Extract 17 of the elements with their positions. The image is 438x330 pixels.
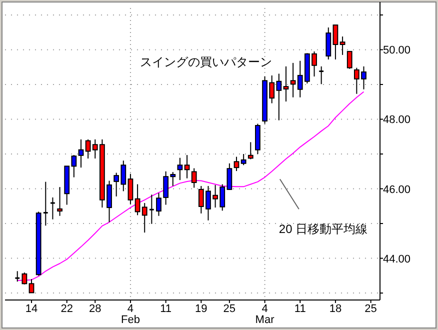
annotation: スイングの買いパターン — [140, 55, 272, 69]
x-tick-label: 11 — [294, 303, 306, 315]
x-tick-label: 18 — [329, 303, 342, 315]
x-tick-label: 4 Mar — [255, 303, 275, 326]
text: 20 日移動平均線 — [278, 222, 368, 236]
y-tick-label: 50.00 — [383, 44, 411, 57]
x-tick-label: 25 — [364, 303, 377, 315]
y-tick-label: 44.00 — [383, 253, 411, 266]
x-tick-label: 25 — [223, 303, 236, 315]
x-tick-label: 11 — [160, 303, 172, 315]
x-tick-label: 22 — [60, 303, 73, 315]
x-tick-label: 14 — [25, 303, 38, 315]
y-tick-label: 48.00 — [383, 114, 411, 126]
x-tick-label: 19 — [195, 303, 208, 315]
y-tick-label: 46.00 — [383, 184, 411, 196]
x-tick-label: 4 Feb — [120, 303, 140, 326]
x-tick-label: 28 — [89, 303, 102, 315]
